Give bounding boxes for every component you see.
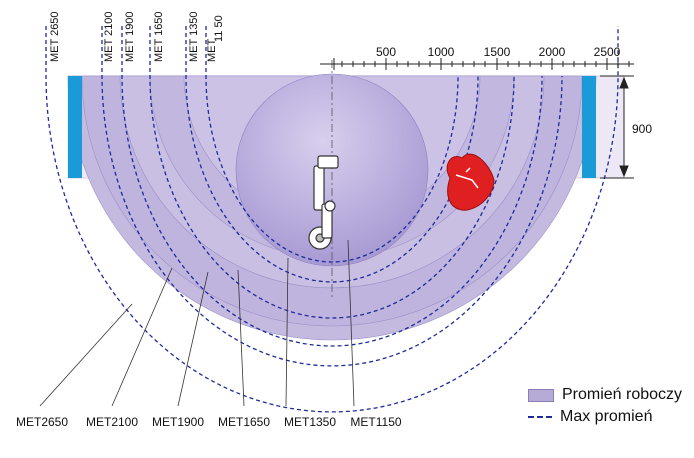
target-object xyxy=(446,153,495,211)
height-dimension xyxy=(600,75,634,179)
bottom-label-met2650: MET2650 xyxy=(16,415,68,429)
legend-item-working-radius: Promień roboczy xyxy=(528,384,682,406)
scale-tick-1000: 1000 xyxy=(428,45,455,59)
wall-right xyxy=(582,76,596,178)
legend-item-max-radius: Max promień xyxy=(528,406,652,428)
target-marking xyxy=(455,167,479,189)
top-label-met1150-a: MET xyxy=(206,39,218,63)
robot-arm xyxy=(308,155,339,250)
max-arc-met1900 xyxy=(121,26,543,347)
inner-dome xyxy=(235,73,429,267)
bottom-label-met2100: MET2100 xyxy=(86,415,138,429)
scale-tick-2500: 2500 xyxy=(594,45,621,59)
scale-tick-1500: 1500 xyxy=(484,45,511,59)
leader-lines xyxy=(39,239,355,407)
top-label-met2650: MET 2650 xyxy=(49,11,61,62)
height-label: 900 xyxy=(632,122,652,136)
legend: Promień roboczy Max promień xyxy=(528,384,694,430)
bottom-label-met1150: MET1150 xyxy=(350,415,401,429)
working-radius-swatch xyxy=(528,388,554,402)
max-arc-met1150 xyxy=(205,26,459,263)
top-label-met1150-b: 11 50 xyxy=(213,15,225,42)
bottom-labels: MET2650 MET2100 MET1900 MET1650 MET1350 … xyxy=(16,415,402,429)
legend-label-working-radius: Promień roboczy xyxy=(562,386,683,403)
top-labels: MET 2650 MET 2100 MET 1900 MET 1650 MET … xyxy=(49,11,225,62)
top-label-met1900: MET 1900 xyxy=(124,11,136,62)
legend-label-max-radius: Max promień xyxy=(560,408,653,425)
top-label-met2100: MET 2100 xyxy=(103,11,115,62)
bottom-label-met1350: MET1350 xyxy=(284,415,336,429)
bottom-label-met1900: MET1900 xyxy=(152,415,204,429)
max-radius-line-sample xyxy=(528,416,552,418)
top-label-met1350: MET 1350 xyxy=(188,11,200,62)
scale-tick-2000: 2000 xyxy=(539,45,566,59)
bottom-label-met1650: MET1650 xyxy=(218,415,270,429)
wall-left xyxy=(68,76,82,178)
scale-tick-500: 500 xyxy=(376,45,396,59)
max-arc-met1650 xyxy=(149,26,515,319)
top-label-met1650: MET 1650 xyxy=(153,11,165,62)
scale-ruler xyxy=(320,58,634,70)
max-arc-met2650 xyxy=(45,26,619,413)
